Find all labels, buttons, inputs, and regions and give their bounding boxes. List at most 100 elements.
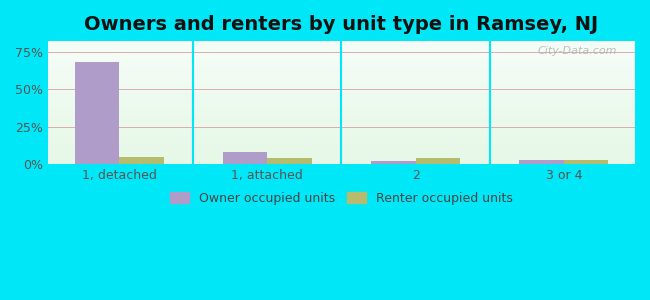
Bar: [48, 59, 635, 60]
Bar: [48, 78, 635, 79]
Bar: [48, 75, 635, 76]
Bar: [48, 112, 635, 113]
Bar: [48, 83, 635, 84]
Bar: [48, 140, 635, 141]
Bar: [48, 45, 635, 46]
Bar: [48, 117, 635, 118]
Bar: [48, 123, 635, 124]
Bar: [48, 115, 635, 116]
Bar: [48, 43, 635, 44]
Bar: [48, 155, 635, 156]
Bar: [48, 108, 635, 109]
Bar: [48, 70, 635, 71]
Bar: [48, 152, 635, 153]
Bar: [48, 136, 635, 137]
Bar: [48, 65, 635, 66]
Bar: [48, 138, 635, 139]
Bar: [48, 66, 635, 67]
Bar: [48, 48, 635, 49]
Bar: [48, 144, 635, 145]
Bar: [267, 158, 312, 164]
Bar: [48, 81, 635, 82]
Bar: [48, 62, 635, 63]
Bar: [48, 77, 635, 78]
Bar: [48, 139, 635, 140]
Bar: [48, 146, 635, 147]
Bar: [48, 127, 635, 128]
Bar: [48, 100, 635, 101]
Bar: [48, 64, 635, 65]
Bar: [48, 71, 635, 72]
Bar: [48, 98, 635, 99]
Bar: [48, 162, 635, 163]
Bar: [48, 104, 635, 105]
Bar: [48, 89, 635, 90]
Bar: [48, 55, 635, 56]
Bar: [48, 93, 635, 94]
Bar: [48, 74, 635, 75]
Bar: [48, 60, 635, 61]
Bar: [48, 145, 635, 146]
Bar: [48, 121, 635, 122]
Bar: [48, 132, 635, 133]
Bar: [48, 142, 635, 143]
Bar: [48, 54, 635, 55]
Bar: [48, 85, 635, 86]
Bar: [48, 153, 635, 154]
Bar: [48, 160, 635, 161]
Bar: [48, 103, 635, 104]
Legend: Owner occupied units, Renter occupied units: Owner occupied units, Renter occupied un…: [165, 187, 518, 210]
Bar: [48, 105, 635, 106]
Bar: [48, 114, 635, 115]
Bar: [48, 133, 635, 134]
Bar: [48, 42, 635, 43]
Bar: [48, 156, 635, 157]
Bar: [48, 79, 635, 80]
Bar: [48, 68, 635, 69]
Bar: [48, 80, 635, 81]
Bar: [48, 113, 635, 114]
Bar: [48, 67, 635, 68]
Bar: [48, 63, 635, 64]
Bar: [48, 158, 635, 159]
Bar: [48, 97, 635, 98]
Bar: [48, 87, 635, 88]
Bar: [48, 118, 635, 119]
Title: Owners and renters by unit type in Ramsey, NJ: Owners and renters by unit type in Ramse…: [84, 15, 599, 34]
Bar: [48, 131, 635, 132]
Bar: [48, 58, 635, 59]
Bar: [48, 96, 635, 97]
Bar: [48, 125, 635, 126]
Bar: [48, 57, 635, 58]
Bar: [48, 128, 635, 129]
Bar: [48, 134, 635, 135]
Bar: [48, 101, 635, 102]
Bar: [48, 143, 635, 144]
Bar: [48, 82, 635, 83]
Bar: [48, 157, 635, 158]
Bar: [48, 46, 635, 47]
Bar: [48, 151, 635, 152]
Bar: [48, 119, 635, 120]
Bar: [48, 50, 635, 51]
Bar: [48, 61, 635, 62]
Bar: [519, 160, 564, 164]
Bar: [48, 41, 635, 42]
Bar: [119, 157, 164, 164]
Bar: [48, 149, 635, 150]
Bar: [48, 107, 635, 108]
Bar: [48, 150, 635, 151]
Bar: [48, 52, 635, 53]
Bar: [48, 106, 635, 107]
Bar: [48, 137, 635, 138]
Bar: [564, 160, 608, 164]
Bar: [48, 92, 635, 93]
Bar: [48, 111, 635, 112]
Bar: [48, 76, 635, 77]
Bar: [48, 86, 635, 87]
Bar: [223, 152, 267, 164]
Bar: [48, 122, 635, 123]
Bar: [75, 62, 119, 164]
Bar: [48, 148, 635, 149]
Bar: [48, 126, 635, 127]
